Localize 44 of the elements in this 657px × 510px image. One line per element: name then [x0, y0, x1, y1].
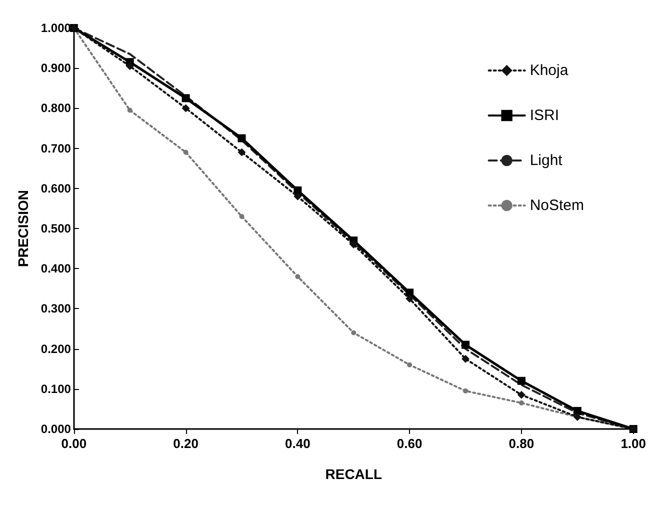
point — [517, 376, 526, 385]
y-tick-label: 0.800 — [40, 101, 72, 116]
legend-label: Light — [530, 152, 564, 169]
point — [182, 104, 190, 112]
point — [518, 400, 524, 406]
point — [183, 150, 188, 155]
point — [126, 62, 134, 70]
point — [573, 406, 582, 415]
point — [462, 340, 470, 349]
legend-label: NoStem — [530, 197, 584, 214]
y-tick-label: 0.400 — [40, 262, 72, 276]
y-tick-label: 0.200 — [40, 342, 72, 356]
point — [238, 134, 246, 142]
y-axis-title: PRECISION — [15, 190, 31, 268]
x-tick-label: 0.40 — [285, 436, 310, 451]
x-tick-label: 0.20 — [173, 436, 198, 451]
y-tick-label: 0.000 — [40, 422, 72, 436]
x-tick-label: 0.60 — [396, 436, 422, 451]
legend-label: Khoja — [530, 62, 569, 79]
legend-label: ISRI — [530, 107, 560, 124]
point — [351, 330, 356, 336]
point — [127, 108, 132, 113]
y-tick-label: 0.300 — [40, 302, 72, 316]
x-tick-label: 0.00 — [61, 436, 87, 451]
point — [238, 148, 246, 156]
y-tick-label: 0.700 — [40, 141, 72, 156]
point — [350, 240, 358, 249]
y-tick-label: 0.900 — [40, 61, 72, 76]
x-tick-label: 1.00 — [620, 436, 646, 451]
point — [294, 192, 302, 200]
point — [462, 354, 470, 363]
x-tick-label: 0.80 — [508, 436, 534, 451]
y-tick-label: 0.100 — [40, 382, 72, 396]
y-tick-label: 1.000 — [40, 21, 72, 35]
point — [517, 390, 526, 399]
y-tick-label: 0.500 — [40, 222, 72, 236]
point — [463, 388, 468, 394]
point — [182, 94, 190, 102]
point — [406, 294, 414, 303]
point — [295, 274, 300, 280]
point — [407, 362, 412, 368]
x-axis-title: RECALL — [325, 466, 382, 482]
y-tick-label: 0.600 — [40, 181, 72, 196]
point — [239, 214, 244, 219]
